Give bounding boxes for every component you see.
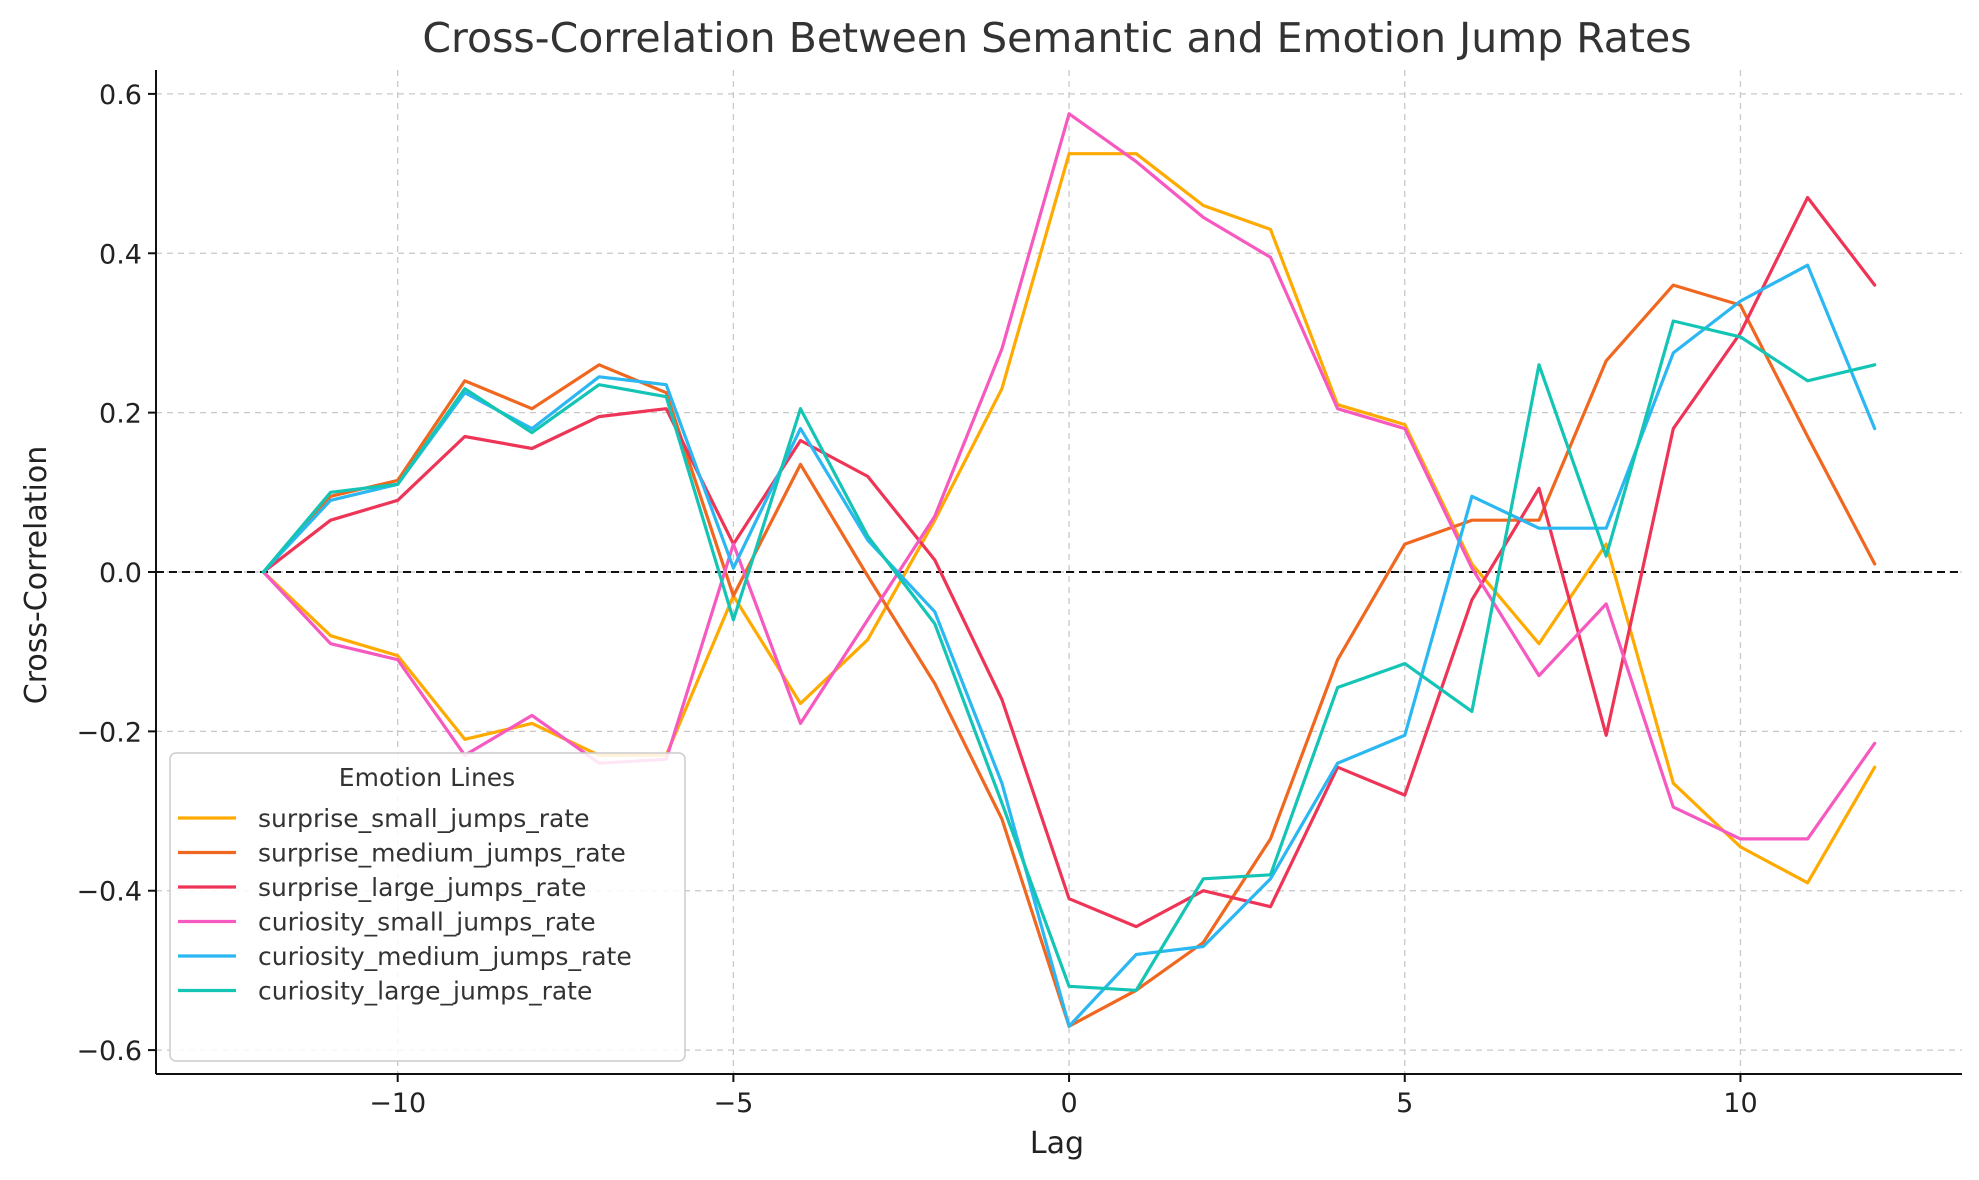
y-axis-label: Cross-Correlation — [19, 446, 54, 705]
x-tick-label: 10 — [1723, 1088, 1757, 1119]
legend-label-surprise_large_jumps_rate: surprise_large_jumps_rate — [258, 873, 586, 902]
y-tick-label: −0.6 — [76, 1036, 142, 1067]
x-tick-label: −5 — [713, 1088, 753, 1119]
legend-label-curiosity_medium_jumps_rate: curiosity_medium_jumps_rate — [258, 942, 632, 971]
series-line-surprise_small_jumps_rate — [261, 152, 1877, 885]
chart-title: Cross-Correlation Between Semantic and E… — [422, 14, 1691, 62]
legend-box — [169, 752, 686, 1062]
legend: Emotion Lines surprise_small_jumps_rates… — [169, 752, 686, 1062]
series-lines — [261, 112, 1877, 1028]
legend-label-curiosity_large_jumps_rate: curiosity_large_jumps_rate — [258, 977, 592, 1006]
series-line-surprise_large_jumps_rate — [261, 195, 1877, 929]
y-tick-label: 0.6 — [99, 80, 142, 111]
series-line-curiosity_large_jumps_rate — [261, 319, 1877, 992]
series-line-curiosity_small_jumps_rate — [261, 112, 1877, 841]
y-tick-label: 0.4 — [99, 239, 142, 270]
series-line-curiosity_medium_jumps_rate — [261, 263, 1877, 1028]
y-tick-label: 0.2 — [99, 399, 142, 430]
legend-label-surprise_medium_jumps_rate: surprise_medium_jumps_rate — [258, 839, 626, 868]
x-tick-label: 5 — [1396, 1088, 1413, 1119]
legend-label-surprise_small_jumps_rate: surprise_small_jumps_rate — [258, 804, 590, 833]
y-tick-label: −0.4 — [76, 877, 142, 908]
x-tick-label: −10 — [369, 1088, 426, 1119]
tick-labels: −10 −5 0 5 10 0.6 0.4 0.2 0.0 −0.2 −0.4 −0.6 — [76, 80, 1757, 1119]
x-tick-label: 0 — [1060, 1088, 1077, 1119]
y-tick-label: 0.0 — [99, 558, 142, 589]
legend-title: Emotion Lines — [339, 763, 515, 792]
legend-label-curiosity_small_jumps_rate: curiosity_small_jumps_rate — [258, 908, 596, 937]
x-axis-label: Lag — [1030, 1126, 1084, 1161]
legend-items: surprise_small_jumps_rate surprise_medium… — [178, 804, 632, 1006]
y-tick-label: −0.2 — [76, 717, 142, 748]
